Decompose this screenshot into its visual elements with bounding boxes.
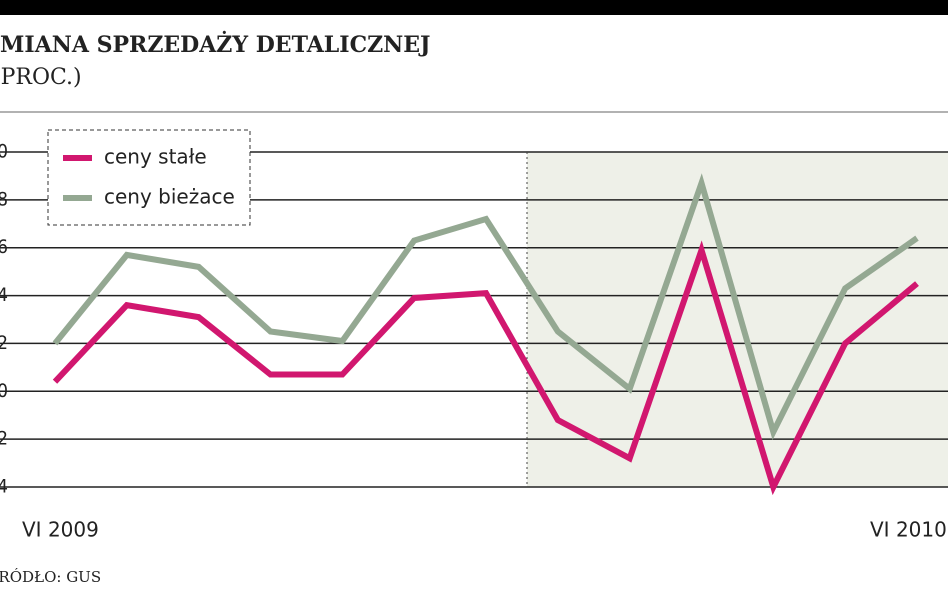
y-tick-label: -2 [0,428,8,450]
x-tick-label: VI 2010 [870,518,947,542]
y-tick-label: 6 [0,236,8,258]
chart-title: ZMIANA SPRZEDAŻY DETALICZNEJ [0,30,430,58]
legend-label: ceny stałe [104,145,207,169]
legend-box [47,129,251,226]
y-tick-label: -4 [0,476,8,498]
legend-label: ceny bieżace [104,185,235,209]
top-bar [0,0,948,15]
y-tick-label: 0 [0,380,8,402]
y-tick-label: 4 [0,284,8,306]
y-tick-label: 8 [0,188,8,210]
source-note: ŹRÓDŁO: GUS [0,568,101,586]
chart-subtitle: (PROC.) [0,65,82,90]
y-tick-label: 10 [0,141,8,163]
x-tick-label: VI 2009 [22,518,99,542]
series-line [52,240,919,496]
series-line [52,173,919,441]
y-tick-label: 2 [0,332,8,354]
